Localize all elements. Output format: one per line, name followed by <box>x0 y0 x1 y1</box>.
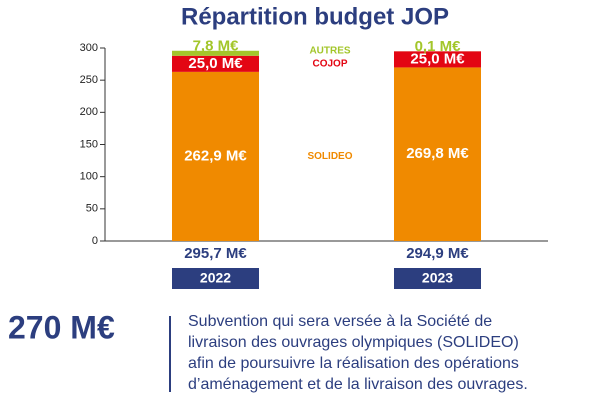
legend-label: SOLIDEO <box>307 151 352 162</box>
description-line: d’aménagement et de la livraison des ouv… <box>188 376 528 393</box>
value-label: 0,1 M€ <box>415 38 462 55</box>
y-tick-label: 0 <box>92 235 98 247</box>
value-label: 25,0 M€ <box>188 55 243 72</box>
description-line: Subvention qui sera versée à la Société … <box>188 313 492 330</box>
value-label: 25,0 M€ <box>410 50 465 67</box>
bar-segment <box>172 71 259 241</box>
category-box <box>172 268 259 289</box>
y-tick-label: 150 <box>80 138 98 150</box>
bar-segment <box>172 55 259 72</box>
bar-segment <box>394 51 481 68</box>
y-tick-label: 300 <box>80 42 98 54</box>
value-label: 262,9 M€ <box>184 147 247 164</box>
y-tick-label: 100 <box>80 171 98 183</box>
description: Subvention qui sera versée à la Société … <box>188 313 528 393</box>
bar-segment <box>172 50 259 56</box>
chart-title: Répartition budget JOP <box>181 3 449 30</box>
total-label: 295,7 M€ <box>184 245 247 262</box>
description-line: livraison des ouvrages olympiques (SOLID… <box>188 334 519 351</box>
value-label: 7,8 M€ <box>193 38 240 55</box>
legend-label: AUTRES <box>309 45 350 56</box>
bar-segment <box>394 67 481 241</box>
x-tick-label: 2022 <box>200 270 231 286</box>
y-tick-label: 250 <box>80 74 98 86</box>
category-box <box>394 268 481 289</box>
key-figure: 270 M€ <box>8 309 115 345</box>
value-label: 269,8 M€ <box>406 145 469 162</box>
y-tick-label: 200 <box>80 106 98 118</box>
x-tick-label: 2023 <box>422 270 453 286</box>
legend-label: COJOP <box>312 58 347 69</box>
total-label: 294,9 M€ <box>406 245 469 262</box>
description-line: afin de poursuivre la réalisation des op… <box>188 355 519 372</box>
y-tick-label: 50 <box>86 203 98 215</box>
